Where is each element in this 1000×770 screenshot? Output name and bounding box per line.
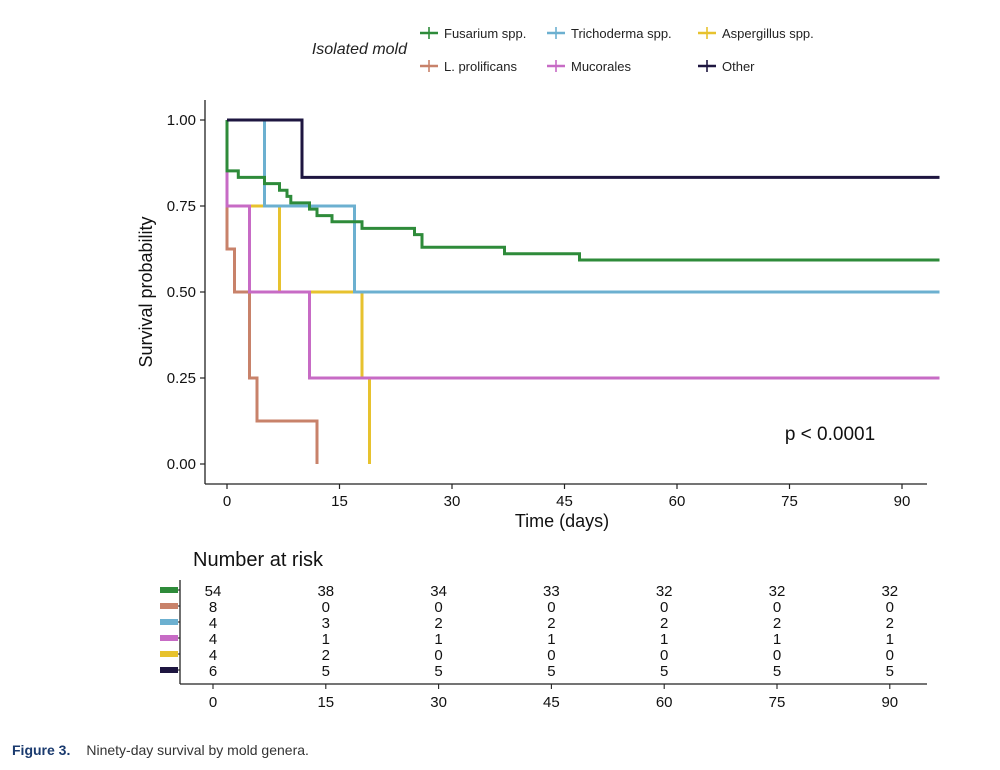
legend-item: Aspergillus spp. (698, 26, 814, 41)
risk-x-tick-label: 0 (209, 694, 217, 711)
x-axis-label: Time (days) (515, 511, 609, 531)
x-tick-label: 30 (444, 493, 461, 510)
legend-item: Fusarium spp. (420, 26, 526, 41)
y-tick-label: 0.25 (167, 370, 196, 387)
risk-cell: 1 (886, 631, 894, 648)
figure-caption: Figure 3. Ninety-day survival by mold gen… (12, 742, 309, 758)
risk-cell: 1 (322, 631, 330, 648)
risk-x-tick-label: 45 (543, 694, 560, 711)
risk-cell: 2 (322, 647, 330, 664)
risk-row-swatch (160, 635, 178, 641)
risk-row-swatch (160, 651, 178, 657)
risk-cell: 0 (547, 647, 555, 664)
risk-cell: 8 (209, 599, 217, 616)
legend-label: Mucorales (571, 59, 631, 74)
km-plot: Survival probability Time (days) p < 0.0… (136, 100, 940, 531)
risk-cell: 0 (660, 647, 668, 664)
risk-cell: 0 (322, 599, 330, 616)
legend-label: L. prolificans (444, 59, 517, 74)
risk-cell: 54 (205, 583, 222, 600)
legend-label: Aspergillus spp. (722, 26, 814, 41)
y-tick-label: 0.00 (167, 456, 196, 473)
y-tick-label: 0.50 (167, 284, 196, 301)
x-tick-label: 15 (331, 493, 348, 510)
risk-cell: 5 (322, 663, 330, 680)
risk-cell: 2 (773, 615, 781, 632)
p-value: p < 0.0001 (785, 424, 875, 445)
series-line-mucorales (225, 120, 940, 380)
risk-cell: 0 (773, 599, 781, 616)
risk-cell: 4 (209, 615, 217, 632)
risk-cell: 0 (434, 599, 442, 616)
risk-table-title: Number at risk (193, 549, 324, 571)
risk-row-swatch (160, 587, 178, 593)
risk-cell: 5 (434, 663, 442, 680)
risk-cell: 0 (773, 647, 781, 664)
risk-cell: 0 (886, 599, 894, 616)
x-tick-label: 60 (669, 493, 686, 510)
risk-cell: 2 (886, 615, 894, 632)
y-axis-label: Survival probability (136, 216, 156, 367)
risk-cell: 5 (547, 663, 555, 680)
y-tick-label: 1.00 (167, 112, 196, 129)
risk-x-tick-label: 15 (317, 694, 334, 711)
x-tick-label: 45 (556, 493, 573, 510)
risk-cell: 5 (886, 663, 894, 680)
x-tick-label: 90 (894, 493, 911, 510)
series-lines (225, 118, 940, 464)
risk-row-swatch (160, 603, 178, 609)
risk-cell: 1 (434, 631, 442, 648)
risk-cell: 32 (769, 583, 786, 600)
legend-label: Other (722, 59, 755, 74)
risk-cell: 6 (209, 663, 217, 680)
y-tick-label: 0.75 (167, 198, 196, 215)
risk-cell: 32 (656, 583, 673, 600)
series-line-fusarium-spp (225, 120, 940, 262)
risk-cell: 0 (886, 647, 894, 664)
risk-x-tick-label: 30 (430, 694, 447, 711)
x-tick-label: 75 (781, 493, 798, 510)
series-line-trichoderma-spp (227, 118, 940, 294)
legend-item: Other (698, 59, 755, 74)
risk-cell: 1 (773, 631, 781, 648)
legend: Isolated mold Fusarium spp. Trichoderma s… (312, 26, 814, 74)
risk-cell: 32 (881, 583, 898, 600)
risk-cell: 2 (660, 615, 668, 632)
risk-cell: 2 (547, 615, 555, 632)
risk-x-tick-label: 90 (881, 694, 898, 711)
risk-cell: 0 (660, 599, 668, 616)
legend-label: Fusarium spp. (444, 26, 526, 41)
risk-cell: 0 (547, 599, 555, 616)
risk-cell: 1 (547, 631, 555, 648)
risk-cell: 4 (209, 631, 217, 648)
risk-cell: 38 (317, 583, 334, 600)
legend-title: Isolated mold (312, 41, 408, 58)
risk-row-swatch (160, 619, 178, 625)
risk-cell: 33 (543, 583, 560, 600)
risk-cell: 1 (660, 631, 668, 648)
risk-table: Number at risk 54 38 34 33 32 32 328 0 0 0 0 0 04 3 2 2… (160, 549, 927, 711)
legend-item: Mucorales (547, 59, 631, 74)
risk-row-swatch (160, 667, 178, 673)
risk-cell: 5 (660, 663, 668, 680)
legend-label: Trichoderma spp. (571, 26, 672, 41)
series-line-other (227, 118, 940, 179)
legend-item: L. prolificans (420, 59, 517, 74)
caption-text: Ninety-day survival by mold genera. (86, 742, 309, 758)
risk-cell: 3 (322, 615, 330, 632)
caption-label: Figure 3. (12, 742, 71, 758)
risk-cell: 34 (430, 583, 447, 600)
risk-cell: 0 (434, 647, 442, 664)
risk-cell: 4 (209, 647, 217, 664)
risk-x-tick-label: 75 (769, 694, 786, 711)
risk-x-tick-label: 60 (656, 694, 673, 711)
x-tick-label: 0 (223, 493, 231, 510)
series-line-l-prolificans (225, 120, 319, 464)
risk-cell: 2 (434, 615, 442, 632)
risk-cell: 5 (773, 663, 781, 680)
legend-item: Trichoderma spp. (547, 26, 672, 41)
